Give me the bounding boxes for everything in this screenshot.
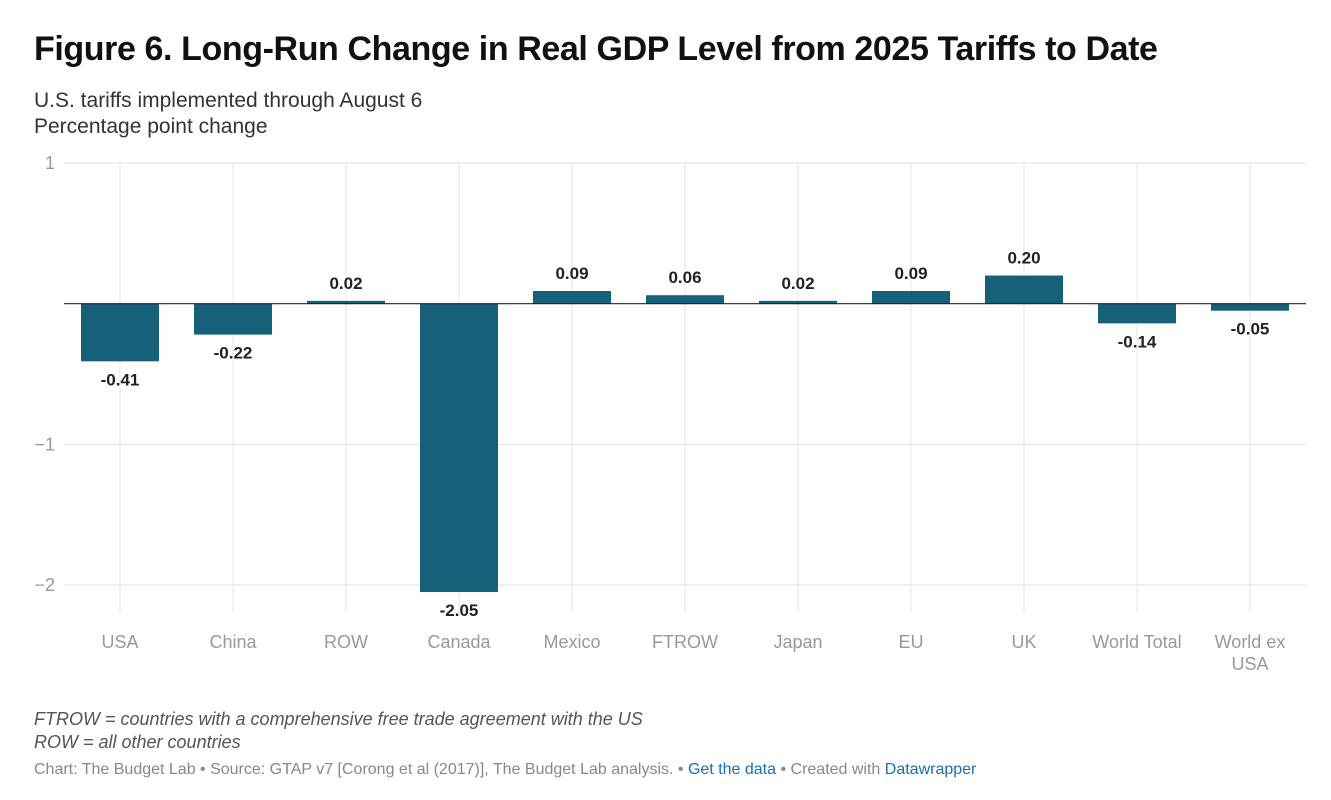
chart-subtitle: U.S. tariffs implemented through August …	[34, 88, 422, 140]
subtitle-line-2: Percentage point change	[34, 115, 268, 138]
data-label: 0.02	[329, 274, 362, 293]
bar	[646, 295, 724, 304]
footer-created-with: • Created with	[776, 761, 885, 778]
y-tick-label: −1	[34, 434, 55, 454]
data-label: 0.09	[894, 264, 927, 283]
chart-title: Figure 6. Long-Run Change in Real GDP Le…	[34, 30, 1158, 68]
category-label: Mexico	[543, 632, 600, 652]
chart-notes: FTROW = countries with a comprehensive f…	[34, 708, 643, 754]
bar	[420, 303, 498, 593]
get-the-data-link[interactable]: Get the data	[687, 761, 777, 778]
data-label: -2.05	[440, 601, 479, 620]
category-label: World ex USA	[1215, 632, 1286, 674]
category-label: World Total	[1092, 632, 1181, 652]
data-label: 0.02	[781, 274, 814, 293]
category-label: ROW	[324, 632, 368, 652]
bar	[533, 291, 611, 304]
bar	[759, 300, 837, 304]
data-label: -0.41	[101, 370, 140, 389]
chart-footer: Chart: The Budget Lab • Source: GTAP v7 …	[34, 761, 976, 779]
datawrapper-link[interactable]: Datawrapper	[884, 761, 977, 778]
subtitle-line-1: U.S. tariffs implemented through August …	[34, 89, 423, 112]
category-label: Japan	[773, 632, 822, 652]
bar	[81, 303, 159, 362]
bar	[1098, 303, 1176, 324]
footer-source: Chart: The Budget Lab • Source: GTAP v7 …	[34, 761, 688, 778]
category-label: EU	[898, 632, 923, 652]
y-tick-label: −2	[34, 575, 55, 595]
data-label: 0.20	[1007, 249, 1040, 268]
bar	[872, 291, 950, 304]
bar	[307, 300, 385, 304]
data-label: -0.14	[1118, 332, 1157, 351]
y-tick-label: 1	[45, 153, 55, 173]
data-label: -0.22	[214, 344, 253, 363]
bar	[194, 303, 272, 335]
category-label: UK	[1011, 632, 1036, 652]
data-label: -0.05	[1231, 320, 1270, 339]
category-label: USA	[101, 632, 138, 652]
category-label: FTROW	[652, 632, 718, 652]
category-label: China	[209, 632, 257, 652]
data-label: 0.09	[555, 264, 588, 283]
data-label: 0.06	[668, 268, 701, 287]
note-row: ROW = all other countries	[34, 732, 241, 752]
note-ftrow: FTROW = countries with a comprehensive f…	[34, 709, 643, 729]
category-label: Canada	[427, 632, 491, 652]
bar	[985, 275, 1063, 304]
bar	[1211, 303, 1289, 311]
